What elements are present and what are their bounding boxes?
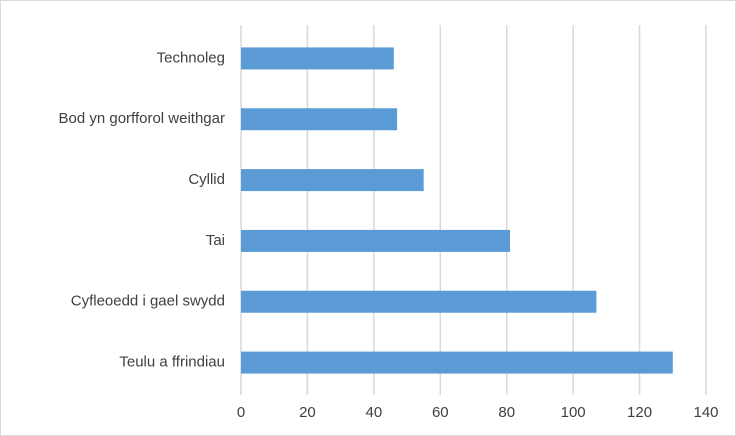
- y-tick-label: Technoleg: [157, 49, 225, 66]
- y-tick-label: Tai: [206, 232, 225, 249]
- bar: [241, 108, 398, 131]
- y-tick-label: Cyllid: [188, 171, 225, 188]
- bar: [241, 47, 394, 70]
- y-tick-label: Cyfleoedd i gael swydd: [71, 293, 225, 310]
- x-tick-label: 100: [561, 404, 586, 421]
- x-tick-label: 60: [432, 404, 449, 421]
- x-tick-label: 80: [498, 404, 515, 421]
- bar: [241, 169, 424, 192]
- x-tick-label: 40: [366, 404, 383, 421]
- x-tick-label: 20: [299, 404, 316, 421]
- y-tick-label: Bod yn gorfforol weithgar: [59, 110, 226, 127]
- bar: [241, 351, 673, 374]
- x-tick-label: 120: [627, 404, 652, 421]
- x-tick-label: 0: [237, 404, 245, 421]
- y-tick-label: Teulu a ffrindiau: [119, 354, 225, 371]
- x-tick-label: 140: [693, 404, 718, 421]
- bar: [241, 229, 511, 252]
- bar: [241, 290, 597, 313]
